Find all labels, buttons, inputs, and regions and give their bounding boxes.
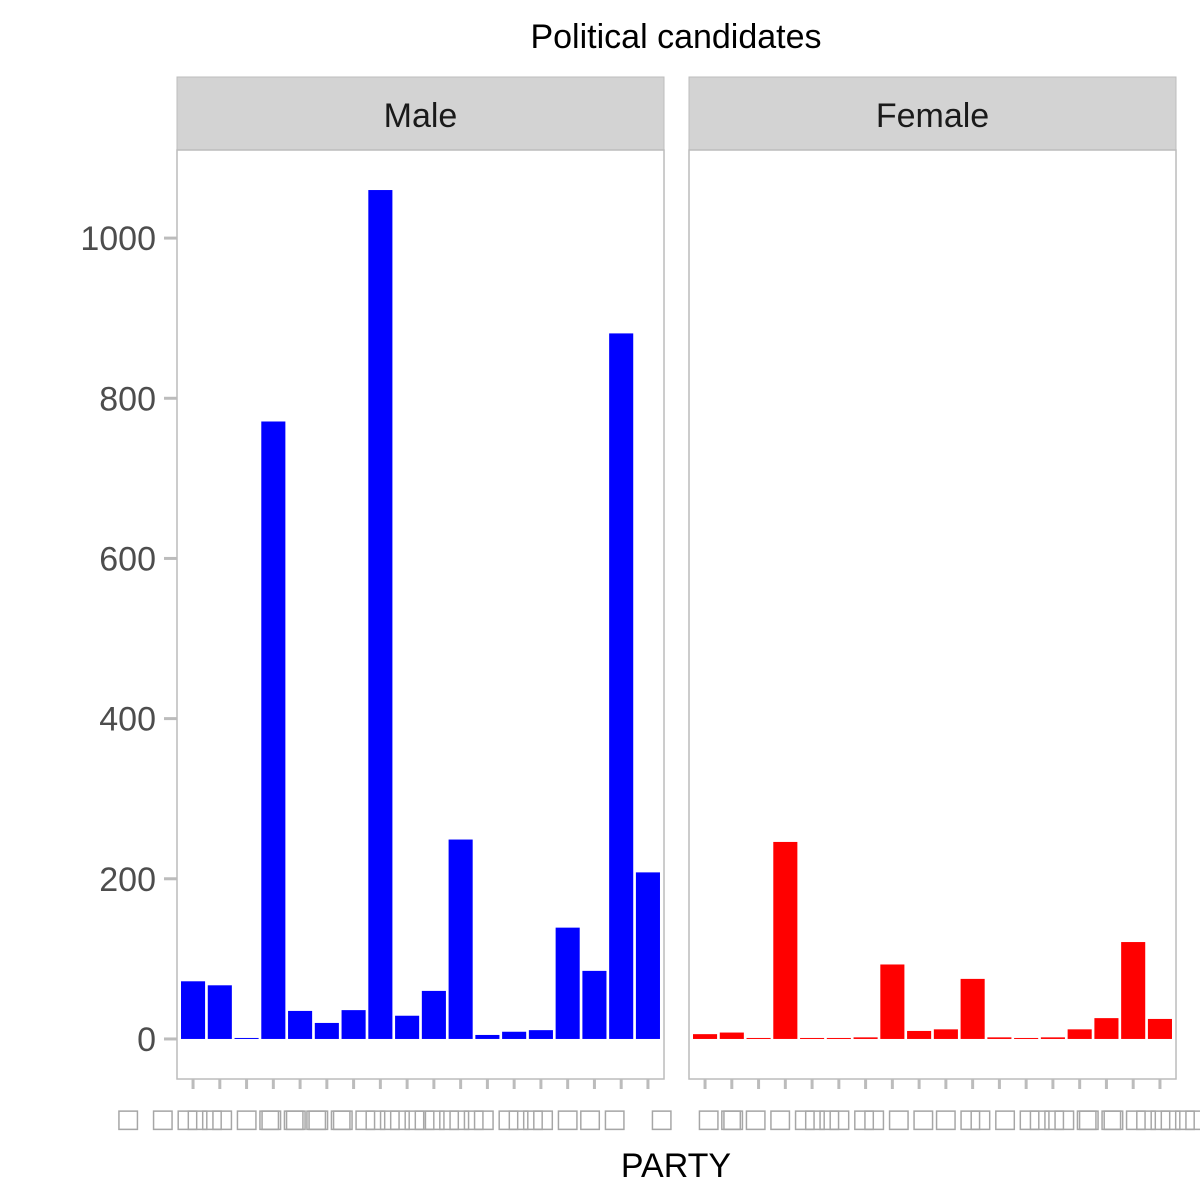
- bar-male-14: [528, 1030, 553, 1039]
- bar-female-3: [746, 1037, 771, 1039]
- bar-male-11: [448, 839, 473, 1039]
- y-tick-label-800: 800: [99, 380, 156, 418]
- bar-male-12: [475, 1034, 500, 1039]
- bar-male-5: [288, 1010, 313, 1039]
- strip-male: [176, 76, 665, 151]
- panel-border-female: [688, 149, 1177, 1080]
- bars-female: [693, 841, 1172, 1039]
- bar-female-4: [773, 841, 798, 1039]
- x-tick-label-3: □□□□□: [185, 1104, 308, 1134]
- strip-female: [688, 76, 1177, 151]
- strip-label-female: Female: [876, 97, 989, 135]
- y-tick-label-0: 0: [137, 1021, 156, 1059]
- bar-female-1: [693, 1034, 718, 1039]
- bar-male-9: [395, 1015, 420, 1039]
- bars-male: [181, 190, 660, 1039]
- strip-label-male: Male: [384, 97, 458, 135]
- bar-male-4: [261, 421, 286, 1039]
- x-tick-label-2: □□□: [150, 1104, 224, 1134]
- bar-male-3: [234, 1037, 259, 1039]
- x-tick-label-6: □□□□□: [363, 1104, 486, 1134]
- bar-male-13: [502, 1031, 527, 1039]
- bar-male-18: [635, 872, 660, 1039]
- x-tick-label-5: □□□□□: [304, 1104, 427, 1134]
- y-axis: 0 200 400 600 800 1000: [80, 220, 177, 1059]
- x-tick-label-10: □: [649, 1104, 674, 1134]
- bar-female-2: [719, 1032, 744, 1039]
- bar-female-12: [987, 1037, 1012, 1039]
- x-tick-labels: □ □□□□□□□□□□□□□□□□□□□□□□□□□□□□□□□□ □ □□□□□□…: [116, 1104, 1200, 1134]
- bar-male-17: [609, 333, 634, 1039]
- x-tick-label-11: □□: [696, 1104, 745, 1134]
- y-tick-label-600: 600: [99, 540, 156, 578]
- x-tick-label-13: □□□: [802, 1104, 876, 1134]
- y-tick-label-200: 200: [99, 861, 156, 899]
- bar-male-15: [555, 927, 580, 1039]
- bar-male-16: [582, 970, 607, 1039]
- bar-female-11: [960, 978, 985, 1039]
- bar-female-17: [1121, 942, 1146, 1039]
- bar-female-14: [1040, 1037, 1065, 1039]
- bar-female-13: [1014, 1037, 1039, 1039]
- panel-border-male: [176, 149, 665, 1080]
- bar-male-10: [421, 990, 446, 1039]
- y-tick-label-400: 400: [99, 701, 156, 739]
- bar-female-10: [933, 1029, 958, 1039]
- x-tick-label-12: □□□□□: [719, 1104, 842, 1134]
- bar-female-5: [800, 1037, 825, 1039]
- chart-title: Political candidates: [530, 18, 821, 56]
- bar-male-8: [368, 190, 393, 1039]
- x-tick-label-8: □□□: [506, 1104, 580, 1134]
- x-tick-label-9: □□: [578, 1104, 627, 1134]
- bar-male-7: [341, 1010, 366, 1039]
- x-tick-label-14: □□□: [862, 1104, 936, 1134]
- bar-female-15: [1067, 1029, 1092, 1039]
- bar-male-6: [314, 1022, 339, 1039]
- bar-female-9: [907, 1030, 932, 1039]
- bar-female-8: [880, 964, 905, 1039]
- x-tick-label-19: □□□□□: [1134, 1104, 1200, 1134]
- x-axis-ticks-male: [191, 1079, 650, 1089]
- x-tick-label-16: □□□□: [968, 1104, 1066, 1134]
- x-tick-label-4: □□□□: [257, 1104, 355, 1134]
- bar-male-1: [181, 981, 206, 1039]
- bar-female-6: [826, 1037, 851, 1039]
- panel-male: Male: [176, 76, 665, 1089]
- y-tick-label-1000: 1000: [80, 220, 156, 258]
- bar-female-18: [1147, 1018, 1172, 1039]
- x-tick-label-15: □□: [933, 1104, 982, 1134]
- x-axis-ticks-female: [703, 1079, 1162, 1089]
- x-tick-label-17: □□□□: [1027, 1104, 1125, 1134]
- x-tick-label-7: □□□□□: [422, 1104, 545, 1134]
- bar-male-2: [207, 985, 232, 1039]
- bar-female-7: [853, 1037, 878, 1039]
- panel-female: Female: [688, 76, 1177, 1089]
- x-tick-label-1: □: [116, 1104, 141, 1134]
- x-tick-label-18: □□□□□: [1074, 1104, 1197, 1134]
- bar-female-16: [1094, 1018, 1119, 1039]
- x-axis-title: PARTY: [621, 1147, 731, 1185]
